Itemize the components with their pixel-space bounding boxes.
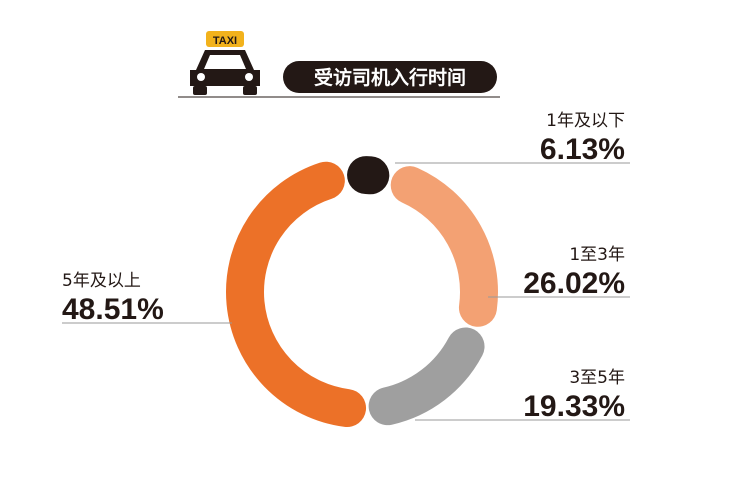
value-label: 6.13% (540, 133, 625, 166)
value-label: 19.33% (523, 390, 625, 423)
value-label: 26.02% (523, 267, 625, 300)
value-label: 48.51% (62, 293, 164, 326)
donut-segment (390, 166, 498, 327)
category-label: 1年及以下 (546, 111, 625, 131)
title-pill (283, 61, 497, 93)
category-label: 5年及以上 (62, 271, 141, 291)
donut-segment (226, 161, 367, 428)
category-label: 3至5年 (569, 368, 625, 388)
category-label: 1至3年 (569, 245, 625, 265)
chart-title: 受访司机入行时间 (314, 66, 466, 89)
taxi-icon: TAXI (190, 31, 260, 95)
donut-segment (368, 327, 485, 426)
taxi-sign: TAXI (213, 35, 237, 47)
